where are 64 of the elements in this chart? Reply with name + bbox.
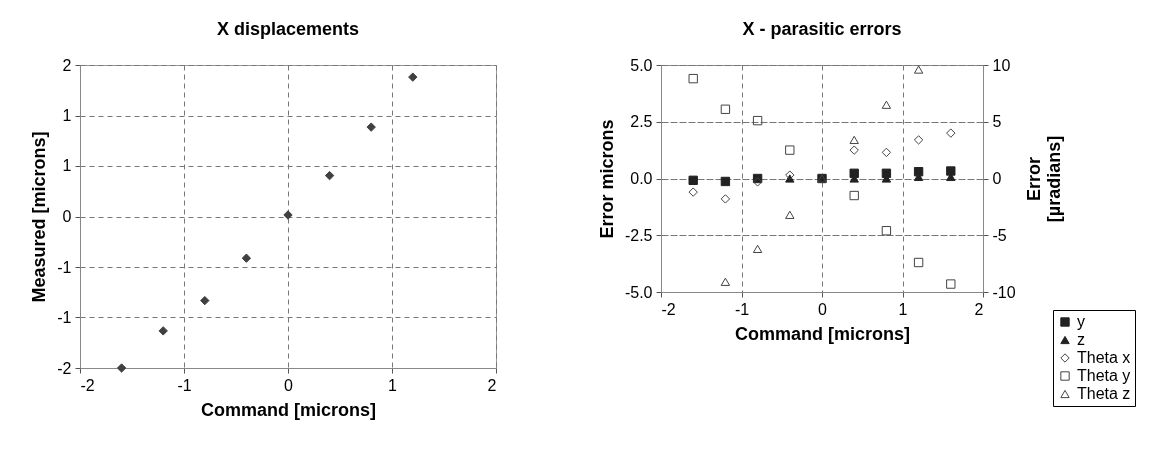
y-tick-label: -1: [57, 258, 72, 276]
y-tick-label: 5.0: [630, 56, 653, 74]
point: [785, 210, 795, 219]
point: [752, 115, 763, 126]
point: [752, 244, 763, 253]
point: [720, 176, 731, 187]
point: [720, 194, 731, 204]
x-tick-label: -1: [177, 376, 192, 394]
point: [881, 100, 892, 109]
x-tick-label: 1: [898, 300, 908, 318]
point: [913, 65, 924, 74]
legend-label: y: [1077, 313, 1085, 330]
point: [408, 72, 418, 82]
y2-axis-title: Error [µradians]: [1023, 135, 1064, 223]
point: [116, 363, 127, 373]
y-tick-label: 1: [62, 157, 72, 175]
y-tick-label: 1: [62, 107, 72, 125]
point: [688, 175, 698, 185]
point: [324, 170, 335, 181]
legend-label: Theta y: [1077, 367, 1131, 384]
point: [849, 190, 859, 201]
point: [946, 166, 956, 176]
point: [881, 226, 892, 236]
y-tick-label: -2: [57, 359, 72, 377]
legend-label: Theta z: [1077, 385, 1131, 402]
point: [785, 145, 795, 155]
x-tick-label: -2: [661, 300, 676, 318]
y-tick-label: -2.5: [624, 226, 653, 244]
x-tick-label: 0: [284, 376, 294, 394]
y-tick-label: 0.0: [630, 170, 653, 187]
y2-tick-label: -10: [992, 283, 1016, 301]
point: [200, 295, 210, 306]
x-axis-title: Command [microns]: [734, 323, 911, 344]
x-tick-label: 0: [818, 300, 828, 318]
y-tick-label: -5.0: [624, 283, 653, 301]
y-tick-label: 2: [62, 56, 72, 74]
y2-tick-label: -5: [992, 226, 1007, 244]
point: [720, 277, 731, 286]
point: [366, 122, 376, 132]
x-tick-label: -1: [734, 300, 750, 318]
y2-tick-label: 0: [992, 170, 1002, 187]
chart-title: X displacements: [216, 19, 360, 39]
point: [688, 73, 698, 84]
y2-tick-label: 5: [992, 113, 1002, 131]
y-tick-label: 2.5: [630, 113, 653, 131]
legend-label: z: [1077, 331, 1085, 348]
x-tick-label: 2: [974, 300, 984, 318]
point: [283, 210, 293, 220]
y2-tick-label: 10: [992, 56, 1011, 74]
point: [241, 253, 252, 263]
legend-label: Theta x: [1077, 349, 1131, 366]
point: [158, 326, 168, 336]
x-tick-label: 1: [388, 376, 398, 394]
x-axis-title: Command [microns]: [200, 399, 377, 420]
point: [946, 279, 956, 289]
x-tick-label: 2: [487, 376, 497, 394]
x-tick-label: -2: [80, 376, 95, 394]
point: [720, 104, 731, 114]
point: [849, 135, 859, 145]
chart-title: X - parasitic errors: [742, 19, 902, 39]
y-axis-title: Measured [microns]: [29, 131, 50, 303]
point: [913, 257, 924, 268]
y-tick-label: 0: [62, 208, 72, 225]
y-axis-title: Error microns: [596, 119, 617, 239]
